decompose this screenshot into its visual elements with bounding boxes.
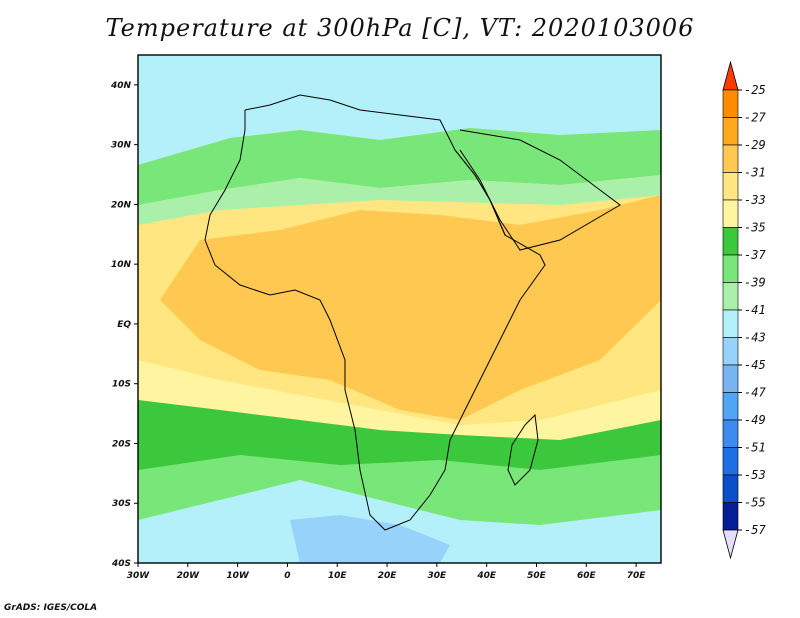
colorbar-label-16: -57 xyxy=(744,523,766,537)
colorbar-label-12: -49 xyxy=(744,413,766,427)
colorbar-segment-1 xyxy=(722,117,739,146)
lat-tick-label-6: 20S xyxy=(112,439,131,449)
chart-title: Temperature at 300hPa [C], VT: 202010300… xyxy=(105,14,695,42)
colorbar: -25 -27 -29 -31 -33 -35 -37 -39 -41 -43 -45 -47 -49 -… xyxy=(722,60,766,560)
colorbar-segment-2 xyxy=(722,144,739,173)
map-frame xyxy=(137,54,662,564)
colorbar-label-7: -39 xyxy=(744,276,766,290)
colorbar-segment-7 xyxy=(722,282,739,311)
colorbar-segment-10 xyxy=(722,364,739,393)
lon-axis: 30W 20W 10W 0 10E 20E 30E 40E 50E 60E 70E xyxy=(127,563,647,581)
colorbar-segment-0 xyxy=(722,89,739,118)
coastlines xyxy=(204,94,621,531)
madagascar-coast xyxy=(507,413,539,486)
colorbar-label-11: -47 xyxy=(744,386,766,400)
lat-tick-label-1: 30N xyxy=(111,141,132,151)
africa-coast xyxy=(204,94,546,531)
lon-tick-label-9: 60E xyxy=(577,571,597,581)
colorbar-bottom-tip xyxy=(722,529,739,560)
colorbar-segment-12 xyxy=(722,419,739,448)
colorbar-top-tip xyxy=(722,60,739,91)
lat-tick-label-5: 10S xyxy=(112,380,131,390)
colorbar-segment-9 xyxy=(722,337,739,366)
colorbar-segment-5 xyxy=(722,227,739,256)
band-tropics-orange xyxy=(160,195,661,420)
lat-tick-label-3: 10N xyxy=(111,260,132,270)
band-south-yellow xyxy=(138,360,661,440)
temperature-field xyxy=(138,55,661,563)
lon-tick-label-4: 10E xyxy=(328,571,348,581)
lat-tick-label-2: 20N xyxy=(111,200,132,210)
red-sea xyxy=(454,149,506,236)
lon-tick-label-6: 30E xyxy=(428,571,448,581)
lon-tick-label-7: 40E xyxy=(476,571,497,581)
colorbar-label-2: -29 xyxy=(744,138,766,152)
colorbar-segment-15 xyxy=(722,502,739,531)
lat-tick-label-4: EQ xyxy=(117,320,131,330)
colorbar-segment-6 xyxy=(722,254,739,283)
band-north-strip xyxy=(138,128,661,205)
lat-tick-label-0: 40N xyxy=(110,81,132,91)
colorbar-label-3: -31 xyxy=(744,166,766,180)
colorbar-label-1: -27 xyxy=(744,111,766,125)
colorbar-segment-8 xyxy=(722,309,739,338)
lat-tick-label-7: 30S xyxy=(112,499,131,509)
lon-tick-label-10: 70E xyxy=(627,571,647,581)
lat-axis: 40N 30N 20N 10N EQ 10S 20S 30S 40S xyxy=(110,81,138,569)
colorbar-segment-14 xyxy=(722,474,739,503)
colorbar-label-6: -37 xyxy=(744,248,766,262)
lon-tick-label-1: 20W xyxy=(177,571,201,581)
lon-tick-label-2: 10W xyxy=(226,571,250,581)
colorbar-label-15: -55 xyxy=(744,496,766,510)
colorbar-label-0: -25 xyxy=(744,83,766,97)
colorbar-label-8: -41 xyxy=(744,303,766,317)
colorbar-label-9: -43 xyxy=(744,331,766,345)
colorbar-segment-3 xyxy=(722,172,739,201)
colorbar-label-5: -35 xyxy=(744,221,766,235)
colorbar-label-14: -53 xyxy=(744,468,766,482)
band-south-cold xyxy=(290,515,450,563)
colorbar-label-13: -51 xyxy=(744,441,766,455)
colorbar-segment-4 xyxy=(722,199,739,228)
lon-tick-label-3: 0 xyxy=(284,571,290,581)
lon-tick-label-0: 30W xyxy=(127,571,151,581)
band-north-edge xyxy=(138,175,661,225)
colorbar-segment-11 xyxy=(722,392,739,421)
band-north xyxy=(138,55,661,165)
grads-credit: GrADS: IGES/COLA xyxy=(4,603,98,613)
colorbar-segment-13 xyxy=(722,447,739,476)
lon-tick-label-8: 50E xyxy=(527,571,547,581)
lon-tick-label-5: 20E xyxy=(378,571,398,581)
band-north xyxy=(138,480,661,563)
lat-tick-label-8: 40S xyxy=(111,559,131,569)
colorbar-label-4: -33 xyxy=(744,193,766,207)
colorbar-label-10: -45 xyxy=(744,358,766,372)
